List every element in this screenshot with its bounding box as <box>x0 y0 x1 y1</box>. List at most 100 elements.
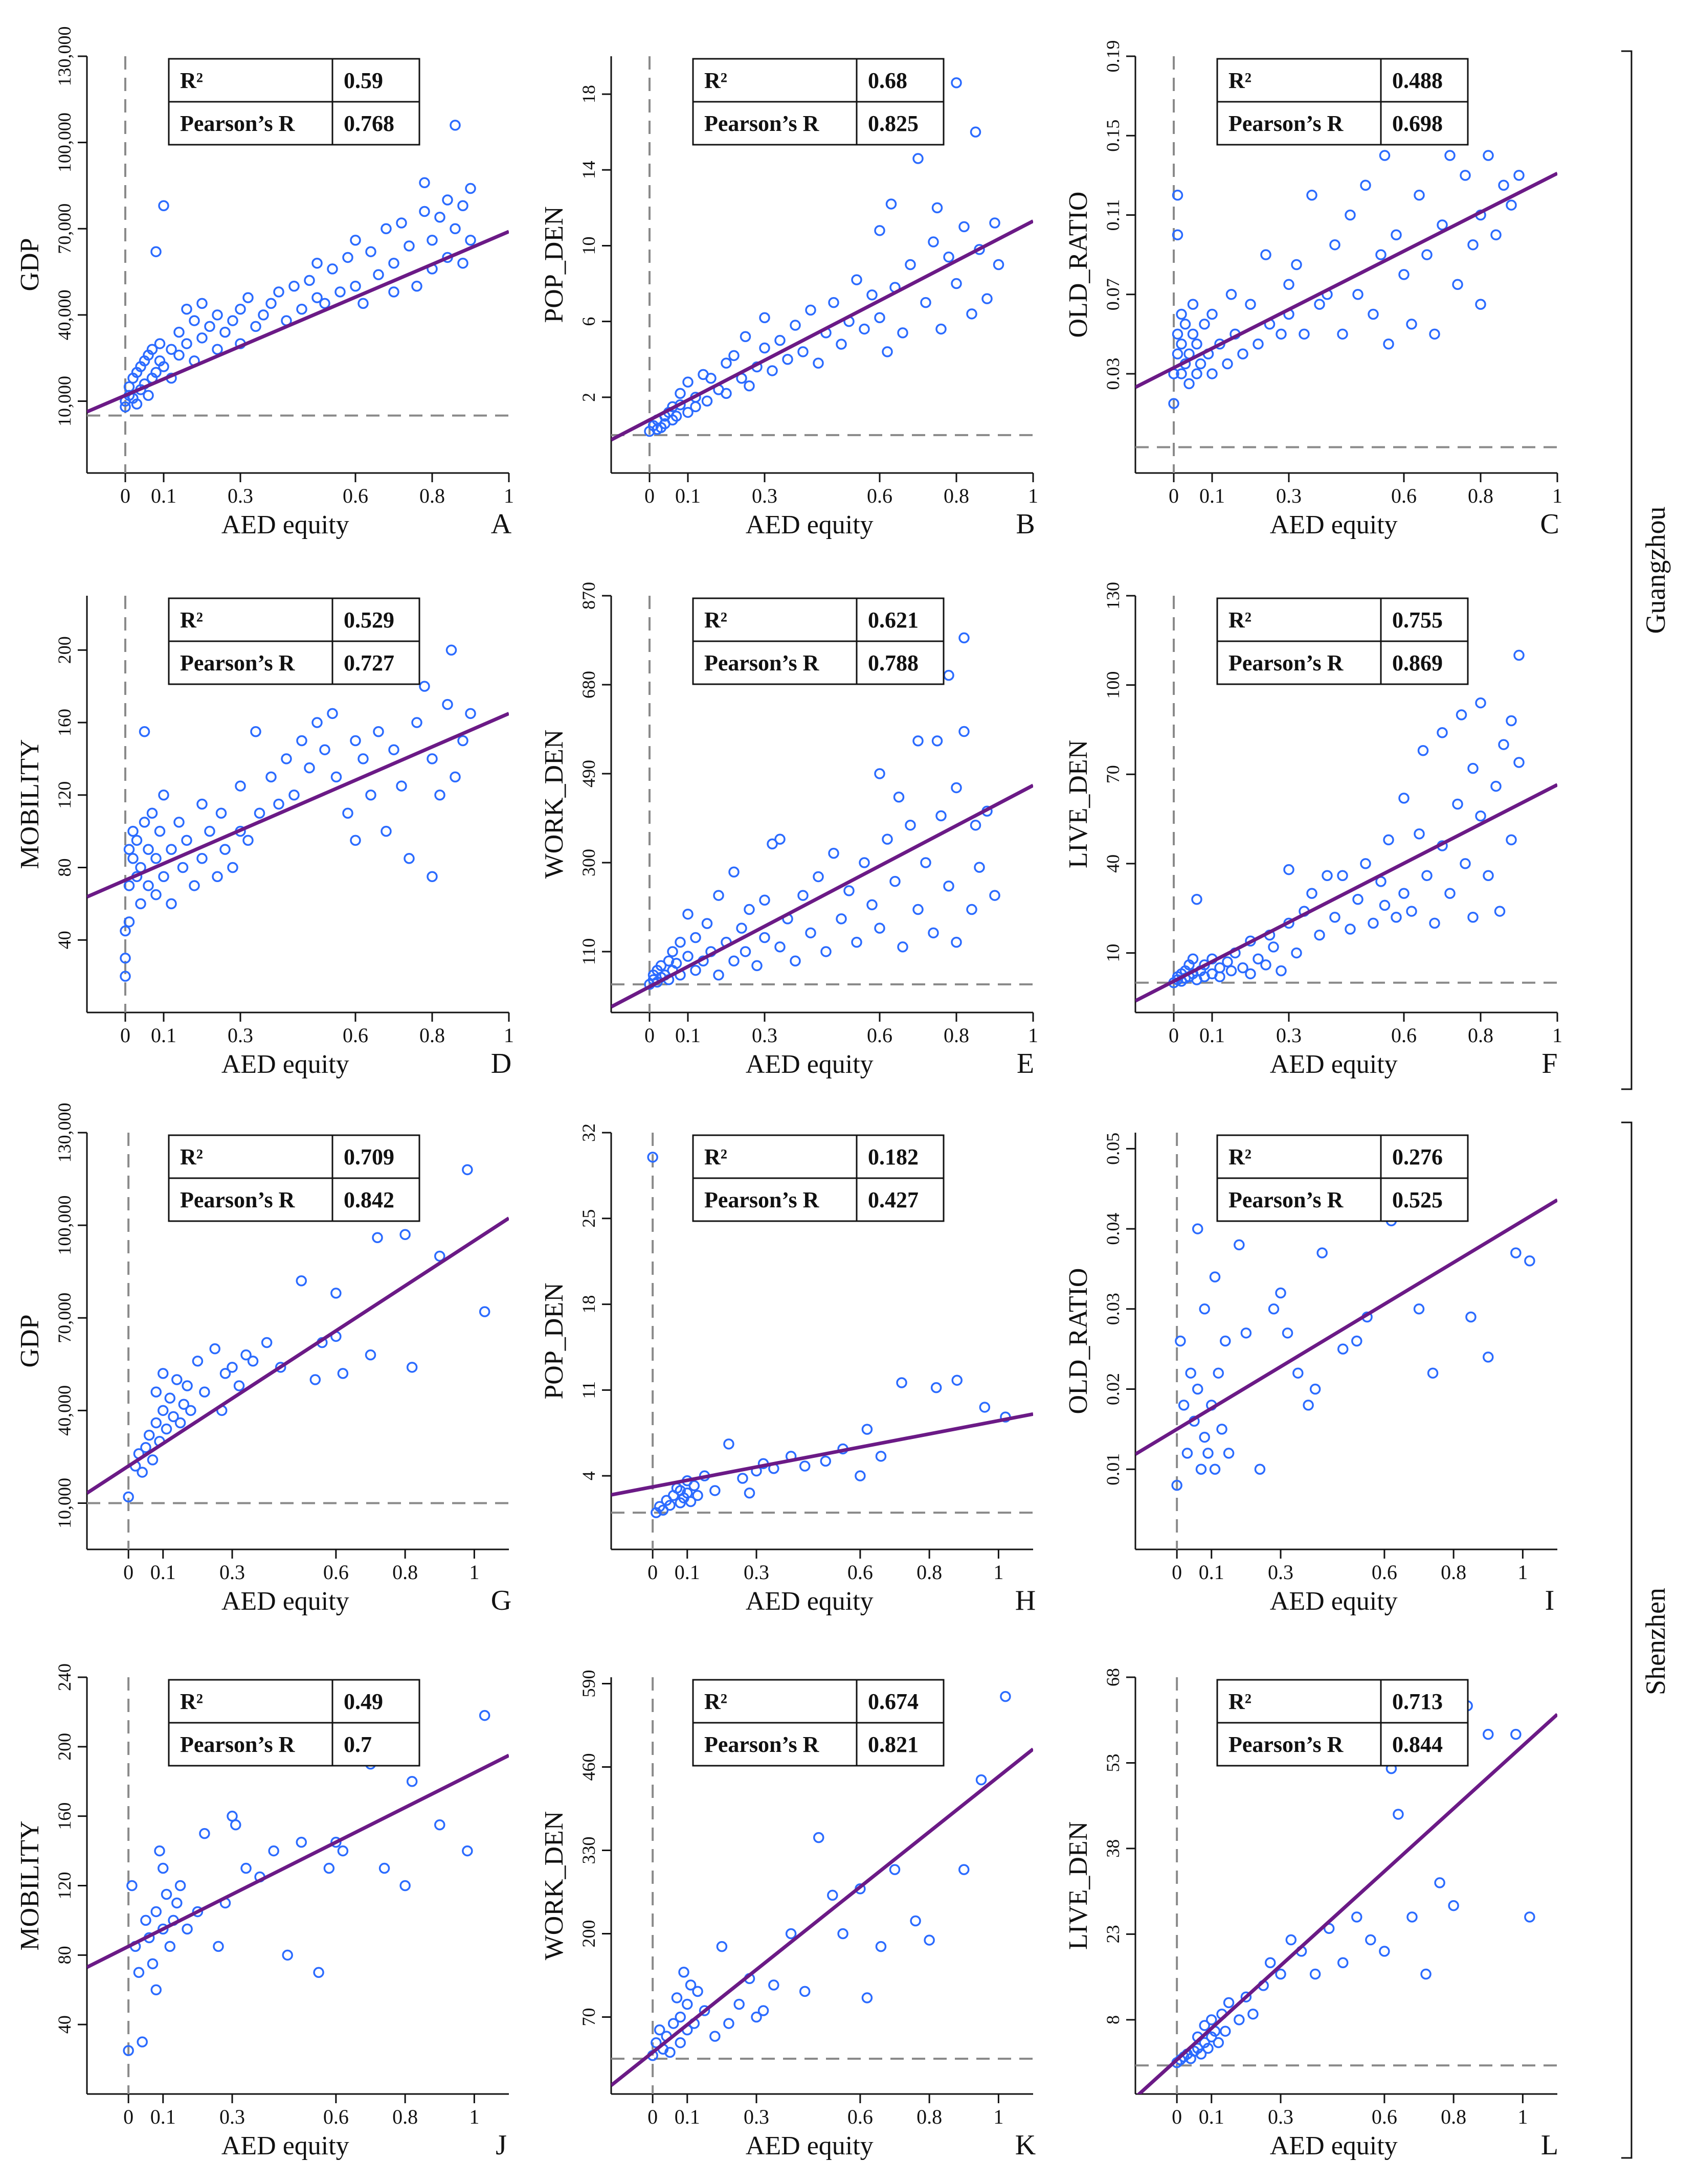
data-point <box>723 2018 734 2029</box>
y-tick-label: 40,000 <box>54 289 75 340</box>
panel-b: 0 0.1 0.3 0.6 0.8 1 2 6 10 14 18 AED equity POP_DEN B… <box>540 56 1038 540</box>
data-point <box>166 844 177 855</box>
y-tick-label: 0.02 <box>1103 1373 1123 1405</box>
data-point <box>675 388 686 399</box>
x-tick-label: 0.6 <box>343 484 368 507</box>
data-point <box>479 1709 490 1721</box>
data-point <box>1178 1400 1190 1411</box>
regression-line <box>87 1217 509 1495</box>
data-point <box>647 1152 658 1163</box>
data-point <box>1406 319 1417 330</box>
y-axis-label: WORK_DEN <box>540 730 569 879</box>
data-point <box>1406 906 1417 917</box>
data-point <box>1176 308 1187 320</box>
data-point <box>1329 239 1340 251</box>
data-point <box>150 889 162 900</box>
stat-value: 0.755 <box>1392 607 1443 633</box>
y-tick-label: 0.07 <box>1103 278 1123 310</box>
data-point <box>313 1967 324 1978</box>
data-point <box>1352 288 1363 300</box>
points <box>1168 110 1525 409</box>
data-point <box>690 401 701 413</box>
data-point <box>790 955 801 967</box>
data-point <box>327 263 338 275</box>
data-point <box>799 1460 811 1472</box>
x-axis-label: AED equity <box>1270 510 1398 539</box>
data-point <box>905 259 916 271</box>
x-tick-label: 0 <box>1172 1561 1182 1584</box>
data-point <box>146 344 158 355</box>
data-point <box>1398 793 1410 804</box>
data-point <box>1195 358 1206 370</box>
data-point <box>1329 911 1340 923</box>
regression-line <box>611 1747 1033 2087</box>
data-point <box>897 941 908 953</box>
stat-label: Pearson’s R <box>1228 1732 1344 1757</box>
data-point <box>889 875 901 887</box>
data-point <box>1351 1335 1362 1347</box>
stat-label: R² <box>1228 68 1251 93</box>
stat-label: R² <box>704 68 727 93</box>
data-point <box>861 1992 873 2003</box>
data-point <box>671 1992 683 2003</box>
data-point <box>1524 1255 1535 1267</box>
data-point <box>1513 170 1525 181</box>
data-point <box>1417 745 1429 756</box>
x-tick-label: 0.6 <box>867 1024 892 1047</box>
data-point <box>774 941 786 953</box>
data-point <box>989 890 1000 901</box>
data-point <box>1345 924 1356 935</box>
data-point <box>759 932 770 943</box>
data-point <box>1222 358 1233 370</box>
y-tick-label: 14 <box>578 161 599 179</box>
panel-e: 0 0.1 0.3 0.6 0.8 1 110 300 490 680 870 AED equity W… <box>540 582 1038 1079</box>
y-tick-label: 130,000 <box>54 27 75 86</box>
data-point <box>774 834 786 845</box>
y-tick-label: 680 <box>578 671 599 699</box>
data-point <box>311 257 323 269</box>
data-point <box>288 790 300 801</box>
y-tick-label: 6 <box>578 317 599 326</box>
regression-line <box>611 783 1033 1009</box>
data-point <box>196 332 208 344</box>
x-tick-label: 0.8 <box>1441 1561 1466 1584</box>
y-tick-label: 32 <box>578 1123 599 1142</box>
x-axis-label: AED equity <box>221 1050 349 1079</box>
data-point <box>381 825 392 837</box>
data-point <box>1179 319 1191 330</box>
data-point <box>1260 959 1271 971</box>
data-point <box>1437 727 1448 738</box>
data-point <box>479 1306 490 1317</box>
data-point <box>139 817 150 828</box>
data-point <box>154 338 166 349</box>
data-point <box>1176 368 1187 379</box>
data-point <box>1421 249 1433 260</box>
regression-line <box>1135 171 1557 389</box>
regression-line <box>1136 1713 1557 2094</box>
stat-label: R² <box>180 1689 203 1714</box>
regression-line <box>87 1753 509 1969</box>
data-point <box>874 312 885 323</box>
data-point <box>281 753 292 764</box>
y-axis-label: WORK_DEN <box>540 1811 569 1961</box>
data-point <box>943 251 954 263</box>
data-point <box>135 898 146 910</box>
data-point <box>350 735 361 747</box>
y-axis-label: POP_DEN <box>540 1282 569 1399</box>
data-point <box>813 1832 824 1843</box>
x-tick-label: 0.6 <box>847 2105 873 2128</box>
data-point <box>123 1491 134 1503</box>
data-point <box>1234 1239 1245 1251</box>
data-point <box>1483 150 1494 161</box>
data-point <box>670 958 682 969</box>
data-point <box>1216 1424 1227 1435</box>
data-point <box>851 936 862 948</box>
x-tick-label: 0.1 <box>151 484 176 507</box>
data-point <box>843 885 855 896</box>
data-point <box>1209 1271 1221 1282</box>
stat-label: R² <box>180 607 203 633</box>
stat-value: 0.276 <box>1392 1144 1443 1169</box>
data-point <box>699 2005 710 2016</box>
data-point <box>171 1897 183 1909</box>
data-point <box>404 240 415 252</box>
